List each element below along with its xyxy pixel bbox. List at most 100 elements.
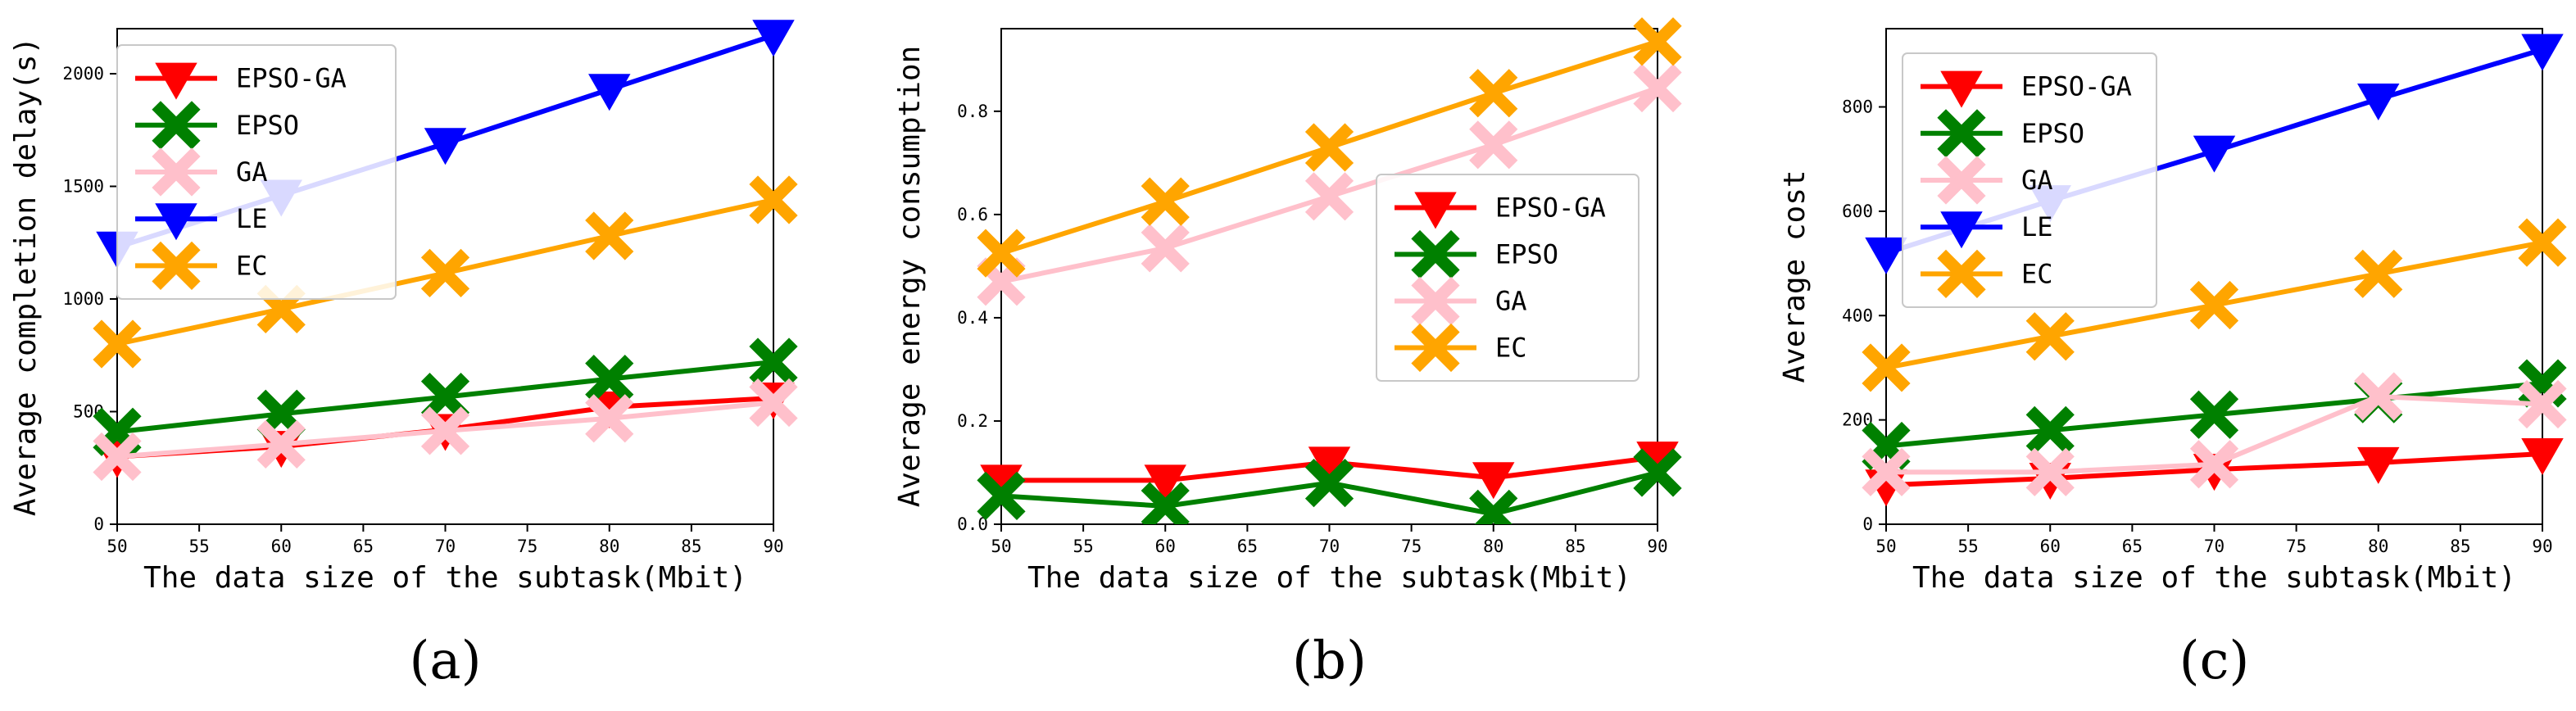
data-point xyxy=(2189,440,2239,489)
data-point xyxy=(1862,343,1911,392)
x-tick-label: 85 xyxy=(681,537,701,556)
data-point xyxy=(752,20,795,57)
data-point xyxy=(2189,390,2239,439)
data-point xyxy=(2354,249,2403,298)
subfigure-caption: (c) xyxy=(2179,631,2250,691)
x-tick-label: 70 xyxy=(2204,537,2225,556)
legend-item: LE xyxy=(1921,211,2053,249)
data-point xyxy=(1141,177,1190,226)
x-tick-label: 60 xyxy=(271,537,292,556)
data-point xyxy=(2357,446,2400,484)
data-point xyxy=(2518,218,2567,267)
y-tick-label: 400 xyxy=(1842,306,1873,325)
y-tick-label: 0.0 xyxy=(957,514,988,534)
x-tick-label: 65 xyxy=(1237,537,1258,556)
series-ga xyxy=(1862,372,2567,496)
data-point xyxy=(1633,63,1682,113)
x-tick-label: 60 xyxy=(1155,537,1176,556)
data-point xyxy=(93,432,142,482)
legend-label: EPSO-GA xyxy=(2021,71,2132,102)
legend-item: EPSO-GA xyxy=(135,62,347,100)
x-axis-label: The data size of the subtask(Mbit) xyxy=(1912,561,2516,595)
legend-item: EPSO xyxy=(1921,109,2084,158)
legend-marker xyxy=(152,241,201,291)
series-ec xyxy=(93,175,798,369)
y-tick-label: 0.2 xyxy=(957,411,988,431)
data-point xyxy=(1862,447,1911,496)
y-axis-label: Average energy consumption xyxy=(893,46,927,508)
legend-label: EC xyxy=(2021,258,2053,289)
x-tick-label: 75 xyxy=(2286,537,2306,556)
data-point xyxy=(2189,280,2239,330)
data-point xyxy=(585,211,634,260)
data-point xyxy=(2521,438,2564,476)
y-axis-label: Average cost xyxy=(1778,170,1812,383)
x-tick-label: 65 xyxy=(353,537,374,556)
data-point xyxy=(2357,83,2400,120)
series-epso xyxy=(93,337,798,456)
data-point xyxy=(420,406,470,455)
legend-marker xyxy=(155,62,197,100)
data-point xyxy=(749,378,798,428)
data-point xyxy=(424,128,467,165)
legend: EPSO-GA EPSO GA LE EC xyxy=(1902,52,2157,308)
data-point xyxy=(2518,379,2567,429)
data-point xyxy=(2025,405,2075,455)
data-point xyxy=(1144,464,1186,502)
x-tick-label: 55 xyxy=(188,537,209,556)
x-tick-label: 60 xyxy=(2040,537,2061,556)
legend: EPSO-GA EPSO GA EC xyxy=(1376,174,1639,382)
data-point xyxy=(1469,489,1518,524)
data-point xyxy=(977,471,1026,520)
x-tick-label: 70 xyxy=(435,537,456,556)
y-tick-label: 600 xyxy=(1842,202,1873,221)
legend-label: EPSO-GA xyxy=(236,63,347,94)
legend-label: EC xyxy=(236,250,268,281)
legend-label: GA xyxy=(1495,286,1527,317)
legend-box xyxy=(1902,52,2157,308)
x-tick-label: 50 xyxy=(1875,537,1896,556)
legend-label: LE xyxy=(2021,211,2053,242)
y-tick-label: 0.4 xyxy=(957,308,988,328)
legend-item: EPSO xyxy=(135,101,299,150)
data-point xyxy=(2521,34,2564,71)
legend-marker xyxy=(1411,323,1460,373)
y-tick-label: 1000 xyxy=(62,289,104,309)
data-point xyxy=(1469,69,1518,118)
legend-label: EPSO xyxy=(236,110,299,141)
data-point xyxy=(1304,123,1354,172)
legend-item: GA xyxy=(135,147,268,197)
subfigure-caption: (a) xyxy=(409,631,481,691)
x-tick-label: 75 xyxy=(517,537,537,556)
data-point xyxy=(1304,458,1354,508)
x-axis-label: The data size of the subtask(Mbit) xyxy=(1027,561,1631,595)
legend-marker xyxy=(152,101,201,150)
data-point xyxy=(1472,462,1515,500)
legend-label: LE xyxy=(236,203,268,234)
legend-marker xyxy=(1937,109,1986,158)
series-ec xyxy=(977,17,1682,278)
legend-item: EPSO xyxy=(1395,229,1558,279)
y-tick-label: 2000 xyxy=(62,64,104,84)
series-epso xyxy=(977,448,1682,524)
data-layer xyxy=(977,17,1682,524)
data-point xyxy=(1304,172,1354,221)
y-tick-label: 1500 xyxy=(62,177,104,197)
data-point xyxy=(2025,447,2075,496)
subfigure-caption: (b) xyxy=(1292,631,1367,691)
x-tick-label: 80 xyxy=(2368,537,2388,556)
legend-item: EC xyxy=(135,241,268,291)
x-tick-label: 55 xyxy=(1957,537,1978,556)
data-point xyxy=(420,373,470,422)
legend-label: GA xyxy=(2021,165,2053,196)
x-tick-label: 90 xyxy=(763,537,783,556)
legend-label: GA xyxy=(236,156,268,188)
legend-marker xyxy=(1940,211,1983,249)
y-tick-label: 0.8 xyxy=(957,102,988,121)
data-layer xyxy=(93,20,798,482)
y-axis-label: Average completion delay(s) xyxy=(9,37,43,516)
data-point xyxy=(977,229,1026,278)
legend: EPSO-GA EPSO GA LE EC xyxy=(116,44,397,300)
